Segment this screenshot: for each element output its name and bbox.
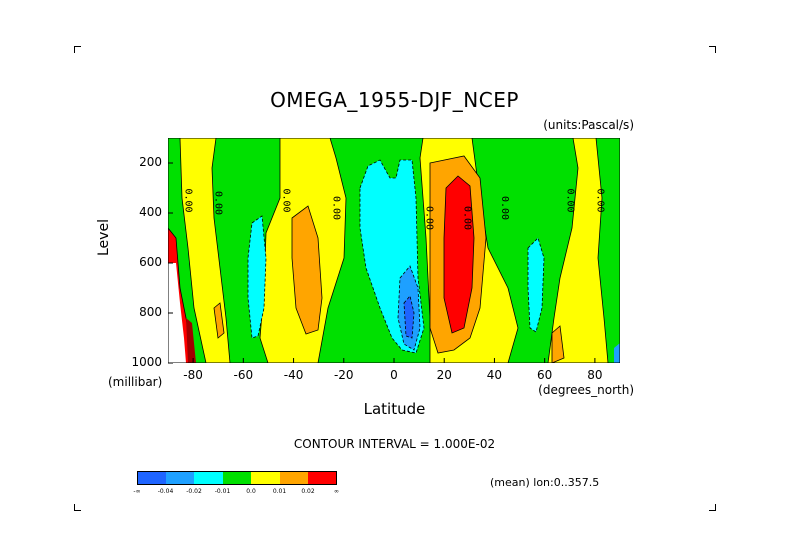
y-tick-label: 200 [139,155,162,169]
legend-swatch [251,471,280,485]
legend-label: 0.02 [301,488,315,495]
legend-label: ∞ [334,488,339,495]
x-tick-label: -80 [183,368,203,382]
x-tick-label: 80 [587,368,603,382]
white-region-far-south [168,263,186,363]
contour-label: 0.00 [183,188,194,212]
legend-label: 0.0 [246,488,256,495]
legend-swatch [165,471,194,485]
orange-region-south-small [213,302,225,339]
y-tick-label: 600 [139,255,162,269]
legend-frame [137,471,337,485]
x-tick-label: -40 [283,368,304,382]
mean-note: (mean) lon:0..357.5 [490,476,600,489]
y-tick-label: 800 [139,305,162,319]
crop-mark-bottom-right [709,504,716,511]
cyan-region-south [247,215,267,339]
dark-blue-region-equator [403,295,415,339]
y-tick-label: 400 [139,205,162,219]
contour-label: 0.00 [424,206,435,230]
crop-mark-bottom-left [74,504,81,511]
green-region-north [471,138,579,363]
legend-label: -0.04 [157,488,174,495]
legend-swatch [222,471,251,485]
legend-label: -0.02 [186,488,202,495]
contour-label: 0.00 [499,196,510,220]
legend-label: 0.01 [272,488,287,495]
contour-label: 0.00 [594,188,605,212]
y-tick-label: 1000 [131,355,162,369]
x-tick-label: 20 [436,368,452,382]
cyan-region-north [527,237,545,333]
contour-label: 0.00 [564,188,575,212]
legend-swatch [308,471,337,485]
x-tick-label: 60 [537,368,553,382]
crop-mark-top-left [74,46,81,53]
orange-region-south [291,205,323,335]
x-axis-label: Latitude [363,400,426,418]
plot-area: 0.00 0.00 0.00 0.00 0.00 0.00 0.00 0.00 0.00 [168,138,620,363]
contour-label: 0.00 [213,191,224,215]
dark-red-region-far-south [186,318,196,363]
orange-region-north-small [551,325,565,363]
legend-label: -0.01 [214,488,231,495]
contour-interval-note: CONTOUR INTERVAL = 1.000E-02 [293,437,496,451]
legend-swatch [194,471,223,485]
red-region-north [443,175,475,334]
x-tick-label: -20 [333,368,354,382]
contour-label: 0.00 [281,188,292,212]
contour-label: 0.00 [331,196,342,220]
legend-label: -∞ [133,488,141,495]
legend-swatch [137,471,166,485]
x-axis-unit: (degrees_north) [538,383,634,397]
x-tick-label: -60 [233,368,254,382]
y-axis-unit: (millibar) [108,375,163,389]
crop-mark-top-right [709,46,716,53]
green-region-far-north [595,138,620,363]
legend-swatch [279,471,308,485]
x-tick-label: 40 [486,368,503,382]
units-note: (units:Pascal/s) [543,118,634,132]
chart-title: OMEGA_1955-DJF_NCEP [270,88,519,112]
contour-label: 0.00 [461,206,472,230]
y-axis-label: Level [96,219,112,256]
blue-corner-north [614,343,620,363]
green-region-south [211,138,281,363]
x-tick-label: 0 [390,368,398,382]
